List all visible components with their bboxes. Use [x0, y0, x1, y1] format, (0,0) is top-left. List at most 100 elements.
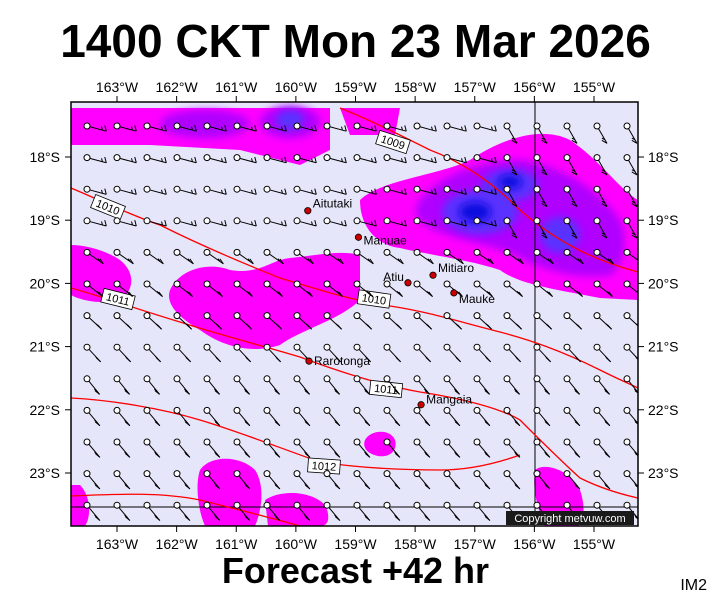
wind-barb — [113, 501, 131, 521]
wind-barb — [353, 217, 377, 227]
wind-barb — [593, 406, 611, 427]
wind-barb — [443, 438, 461, 458]
wind-barb — [83, 122, 107, 132]
wind-barb — [263, 438, 281, 458]
wind-barb — [533, 406, 551, 427]
place-atiu: Atiu — [383, 270, 412, 287]
place-label: Mitiaro — [438, 261, 474, 275]
wind-barb — [143, 312, 162, 330]
wind-barb — [263, 154, 287, 164]
lon-label-bottom: 161°W — [215, 536, 258, 552]
wind-barb — [113, 280, 133, 297]
wind-barb — [503, 122, 518, 144]
lat-label-right: 22°S — [648, 402, 679, 418]
wind-barb — [83, 248, 104, 265]
wind-barb — [503, 470, 521, 490]
wind-barb — [623, 217, 638, 239]
wind-barb — [623, 343, 638, 361]
image-id: IM2 — [680, 577, 707, 594]
wind-barb — [353, 438, 371, 458]
wind-barb — [203, 217, 227, 227]
place-marker — [450, 289, 458, 297]
wind-barb — [293, 154, 317, 164]
wind-barb — [263, 312, 282, 330]
lat-label-left: 23°S — [29, 465, 60, 481]
wind-barb — [443, 312, 462, 330]
wind-barb — [383, 470, 401, 490]
wind-barb — [293, 280, 313, 297]
wind-barb — [113, 406, 131, 427]
wind-barb — [593, 280, 613, 297]
wind-barb — [203, 470, 221, 490]
place-label: Rarotonga — [314, 354, 370, 368]
wind-barb — [623, 122, 638, 144]
wind-barb — [173, 375, 190, 395]
lon-label-bottom: 158°W — [394, 536, 437, 552]
lon-label-bottom: 157°W — [454, 536, 497, 552]
wind-barb — [113, 248, 134, 265]
wind-barb — [323, 375, 340, 395]
wind-barb — [413, 501, 431, 521]
wind-barb — [143, 343, 162, 363]
wind-barb — [383, 312, 402, 330]
lon-label-bottom: 155°W — [573, 536, 616, 552]
wind-barb — [533, 312, 552, 330]
wind-barb — [413, 312, 432, 330]
wind-barb — [533, 375, 550, 395]
lat-label-right: 21°S — [648, 339, 679, 355]
wind-barb — [413, 375, 430, 395]
wind-barb — [383, 248, 404, 265]
wind-barb — [413, 470, 431, 490]
lon-label-top: 161°W — [215, 79, 258, 95]
lat-label-left: 20°S — [29, 275, 60, 291]
lat-label-right: 19°S — [648, 212, 679, 228]
wind-barb — [353, 470, 371, 490]
lat-label-right: 23°S — [648, 465, 679, 481]
wind-barb — [563, 406, 581, 427]
wind-barb — [413, 406, 431, 427]
wind-barb — [173, 438, 191, 458]
wind-barb — [383, 501, 401, 521]
wind-barb — [323, 312, 342, 330]
wind-barb — [533, 122, 548, 144]
wind-barb — [173, 280, 193, 297]
wind-barb — [473, 122, 497, 132]
isobar-label: 1010 — [361, 292, 387, 307]
wind-barb — [203, 406, 221, 427]
wind-barb — [83, 217, 107, 227]
wind-barb — [143, 248, 164, 265]
wind-barb — [143, 470, 161, 490]
wind-barb — [443, 217, 467, 227]
wind-barb — [413, 438, 431, 458]
wind-barb — [263, 280, 283, 297]
wind-barb — [323, 154, 347, 164]
lat-label-right: 18°S — [648, 149, 679, 165]
wind-barb — [263, 343, 282, 363]
wind-barb — [353, 375, 370, 395]
wind-barb — [563, 343, 582, 363]
wind-barb — [413, 154, 437, 164]
map-frame — [70, 101, 639, 527]
wind-barb — [113, 343, 132, 363]
wind-barb — [323, 438, 341, 458]
wind-barb — [473, 406, 491, 427]
wind-barb — [263, 375, 280, 395]
wind-barb — [113, 438, 131, 458]
wind-barb — [233, 406, 251, 427]
wind-barb — [353, 406, 371, 427]
wind-barb — [173, 154, 197, 164]
wind-barb — [413, 217, 437, 227]
wind-barb — [263, 248, 284, 265]
lon-label-top: 159°W — [334, 79, 377, 95]
wind-barb — [233, 343, 252, 363]
wind-barb — [323, 406, 341, 427]
wind-barb — [593, 438, 611, 458]
wind-barb — [473, 312, 492, 330]
wind-barb — [143, 154, 167, 164]
isobar-label: 1012 — [311, 460, 336, 474]
place-label: Mangaia — [426, 393, 472, 407]
wind-barb — [113, 217, 137, 227]
wind-barb — [323, 343, 342, 363]
wind-barb — [563, 248, 584, 265]
